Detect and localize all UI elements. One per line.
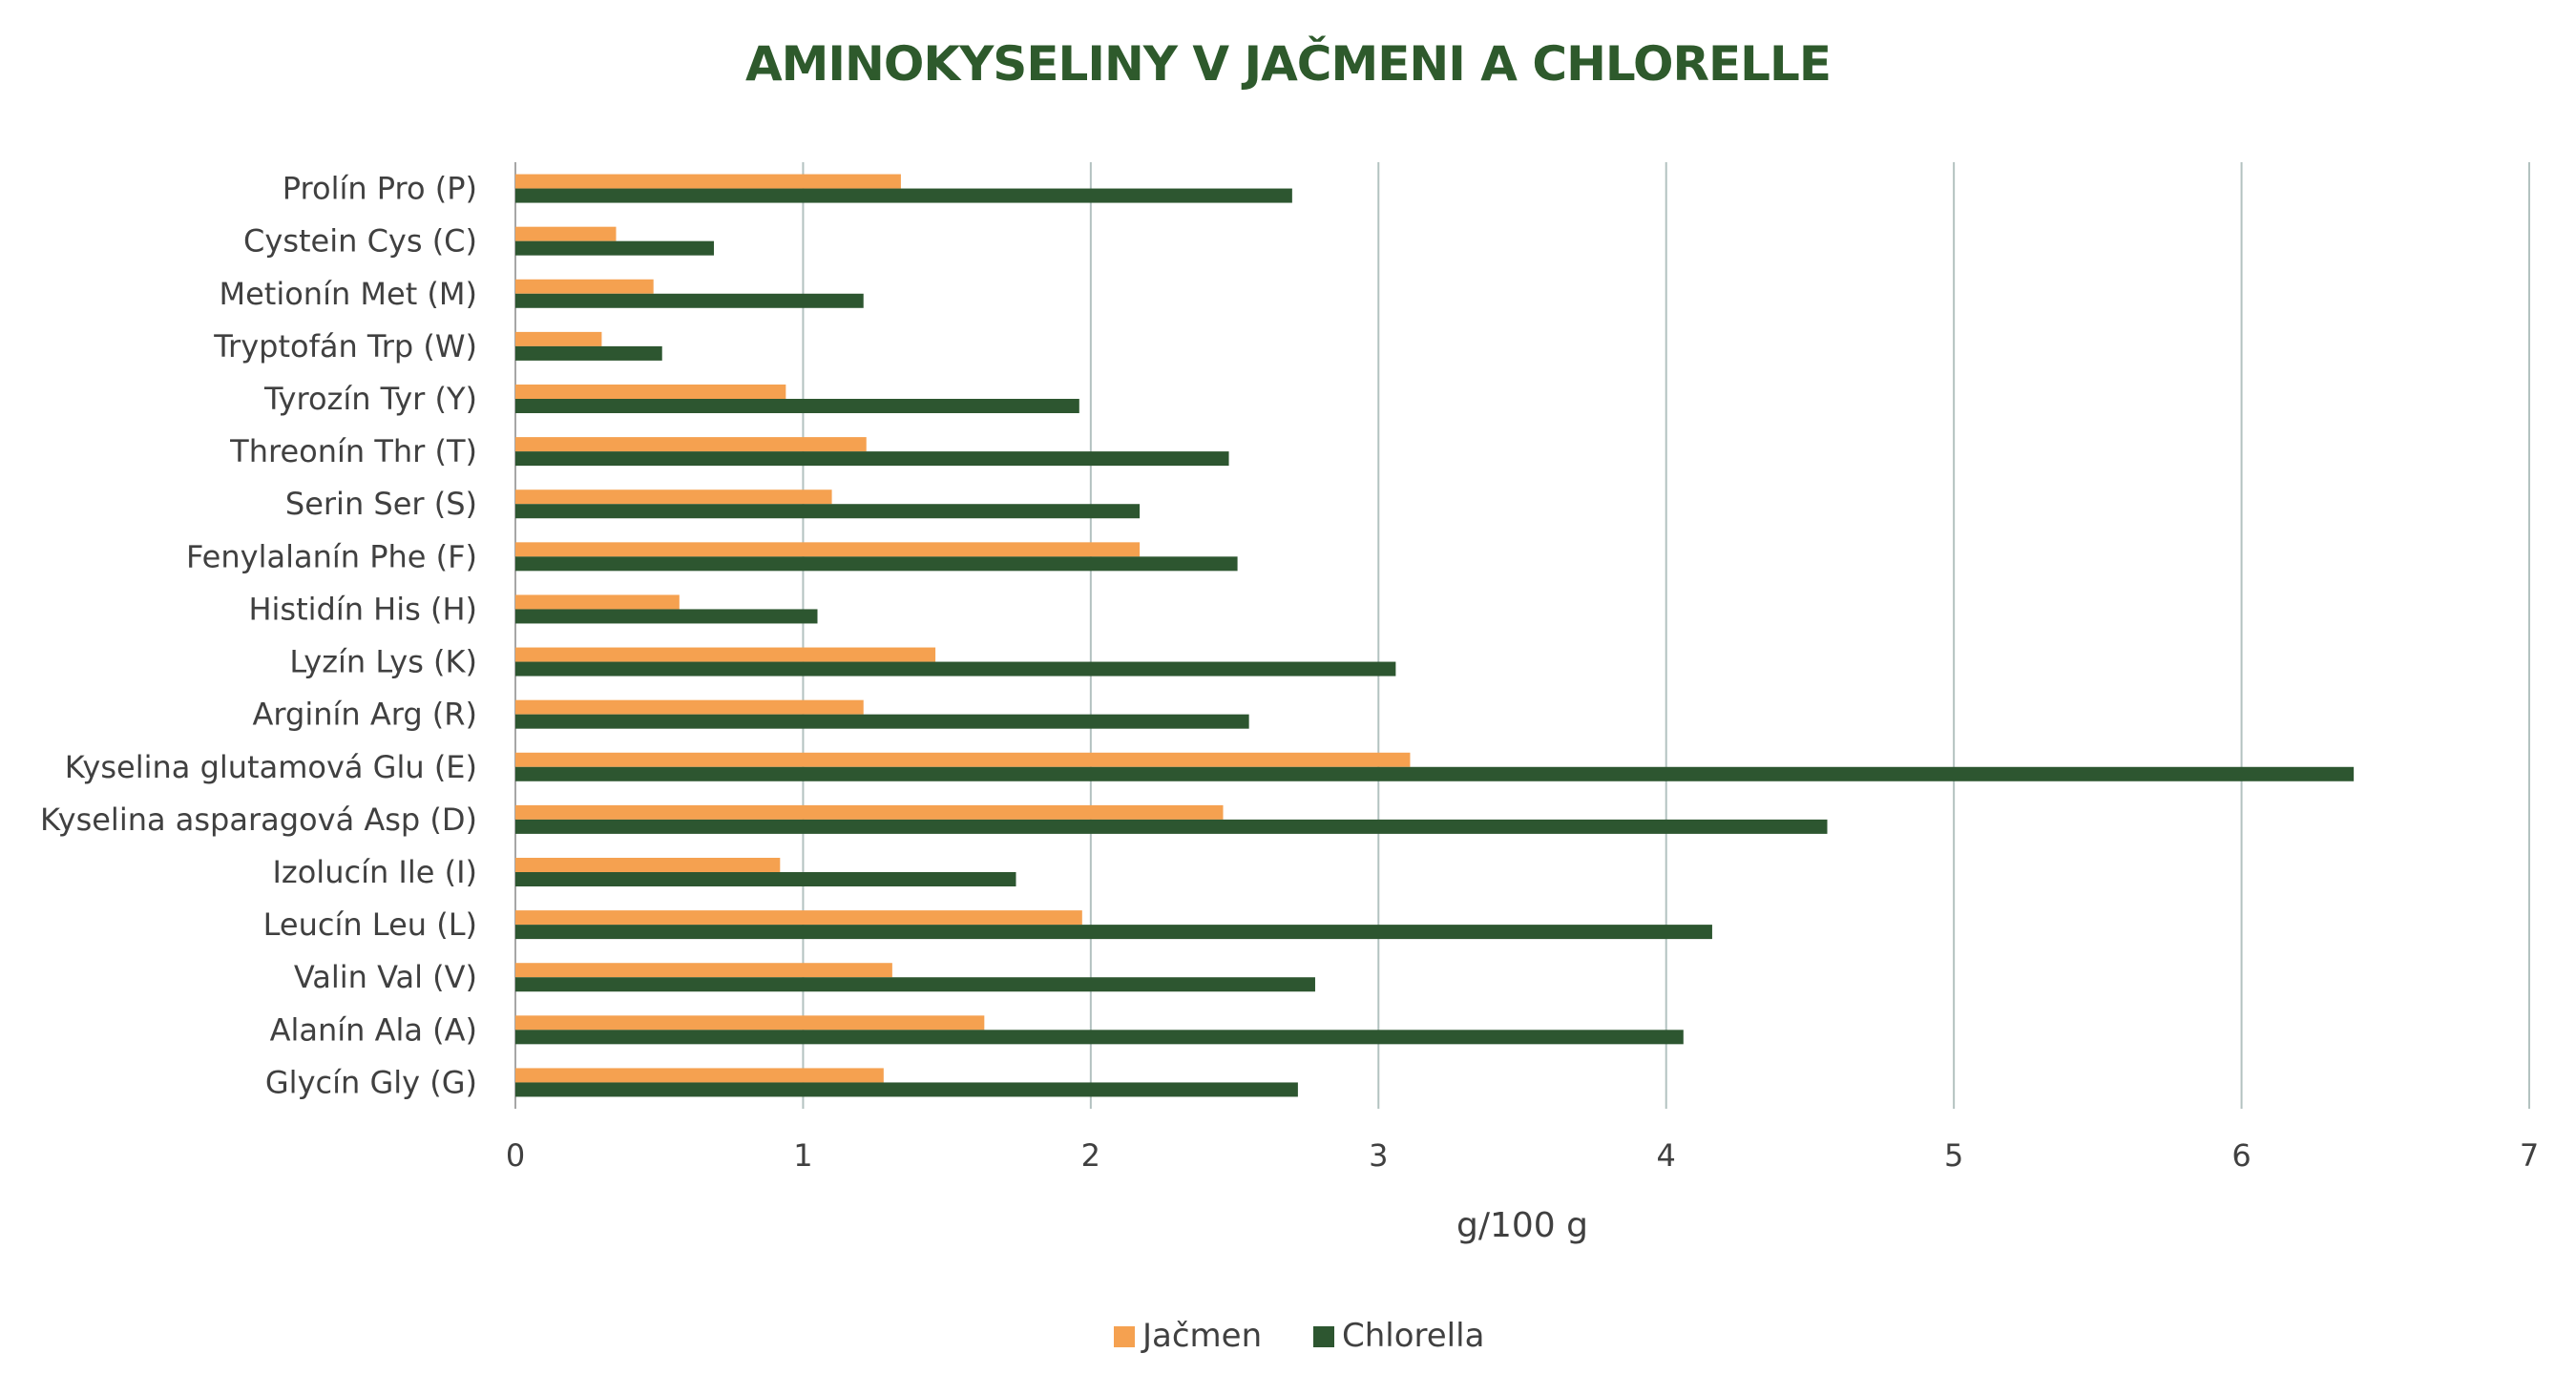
category-label: Cystein Cys (C) bbox=[243, 223, 477, 260]
bar-jacmen bbox=[515, 331, 602, 346]
category-label: Histidín His (H) bbox=[248, 591, 477, 627]
bar-jacmen bbox=[515, 963, 892, 978]
bar-jacmen bbox=[515, 437, 867, 452]
chart-title: AMINOKYSELINY V JAČMENI A CHLORELLE bbox=[744, 36, 1832, 92]
bar-jacmen bbox=[515, 594, 680, 610]
bar-jacmen bbox=[515, 1068, 884, 1083]
x-tick-labels: 0 1 2 3 4 5 6 7 bbox=[506, 1137, 2539, 1174]
bar-jacmen bbox=[515, 385, 786, 399]
bar-jacmen bbox=[515, 752, 1411, 767]
x-tick-label: 4 bbox=[1657, 1137, 1676, 1174]
category-labels: Prolín Pro (P) Cystein Cys (C) Metionín Me… bbox=[40, 171, 477, 1101]
category-label: Serin Ser (S) bbox=[285, 486, 477, 522]
bar-chlorella bbox=[515, 766, 2355, 781]
legend-label-jacmen: Jačmen bbox=[1141, 1317, 1262, 1355]
x-axis-title: g/100 g bbox=[1456, 1206, 1588, 1245]
bar-chlorella bbox=[515, 451, 1229, 467]
legend-label-chlorella: Chlorella bbox=[1342, 1317, 1484, 1355]
bar-jacmen bbox=[515, 804, 1224, 820]
x-tick-label: 3 bbox=[1369, 1137, 1388, 1174]
bar-chlorella bbox=[515, 977, 1315, 992]
category-label: Tyrozín Tyr (Y) bbox=[263, 381, 477, 417]
bar-jacmen bbox=[515, 226, 617, 241]
x-tick-label: 2 bbox=[1081, 1137, 1100, 1174]
bar-chlorella bbox=[515, 240, 714, 256]
bar-jacmen bbox=[515, 647, 936, 662]
bar-jacmen bbox=[515, 910, 1082, 926]
category-label: Izolucín Ile (I) bbox=[272, 854, 477, 890]
category-label: Valin Val (V) bbox=[294, 959, 477, 995]
category-label: Kyselina asparagová Asp (D) bbox=[40, 802, 477, 838]
bar-chlorella bbox=[515, 556, 1238, 572]
category-label: Metionín Met (M) bbox=[219, 276, 477, 312]
legend-swatch-chlorella bbox=[1313, 1326, 1334, 1347]
category-label: Tryptofán Trp (W) bbox=[213, 328, 477, 364]
bar-jacmen bbox=[515, 699, 864, 715]
bar-chlorella bbox=[515, 819, 1828, 834]
x-tick-label: 0 bbox=[506, 1137, 525, 1174]
bar-chlorella bbox=[515, 609, 818, 624]
bar-chlorella bbox=[515, 714, 1249, 729]
bar-jacmen bbox=[515, 489, 832, 505]
bar-chlorella bbox=[515, 872, 1016, 886]
category-label: Leucín Leu (L) bbox=[263, 906, 477, 943]
category-label: Alanín Ala (A) bbox=[270, 1011, 477, 1048]
category-label: Fenylalanín Phe (F) bbox=[186, 538, 477, 574]
bar-chlorella bbox=[515, 399, 1079, 413]
category-label: Prolín Pro (P) bbox=[283, 171, 477, 207]
legend-swatch-jacmen bbox=[1114, 1326, 1135, 1347]
bar-chlorella bbox=[515, 661, 1396, 677]
bar-chlorella bbox=[515, 925, 1712, 940]
bar-chlorella bbox=[515, 1030, 1684, 1045]
category-label: Kyselina glutamová Glu (E) bbox=[65, 749, 477, 785]
bars bbox=[515, 174, 2355, 1097]
category-label: Lyzín Lys (K) bbox=[289, 644, 477, 680]
bar-chlorella bbox=[515, 504, 1141, 519]
category-label: Glycín Gly (G) bbox=[265, 1064, 477, 1100]
x-tick-label: 7 bbox=[2520, 1137, 2539, 1174]
x-tick-label: 1 bbox=[793, 1137, 812, 1174]
bar-chlorella bbox=[515, 1082, 1298, 1097]
category-label: Threonín Thr (T) bbox=[229, 433, 477, 469]
bar-jacmen bbox=[515, 542, 1141, 557]
bar-jacmen bbox=[515, 279, 654, 294]
legend: Jačmen Chlorella bbox=[1114, 1317, 1484, 1355]
bar-chlorella bbox=[515, 345, 662, 361]
bar-jacmen bbox=[515, 174, 901, 189]
x-tick-label: 5 bbox=[1944, 1137, 1963, 1174]
bar-chlorella bbox=[515, 188, 1292, 203]
bar-jacmen bbox=[515, 1015, 985, 1031]
category-label: Arginín Arg (R) bbox=[253, 697, 477, 733]
gridlines bbox=[514, 162, 2530, 1109]
x-tick-label: 6 bbox=[2231, 1137, 2251, 1174]
bar-jacmen bbox=[515, 858, 781, 872]
bar-chlorella bbox=[515, 293, 864, 308]
